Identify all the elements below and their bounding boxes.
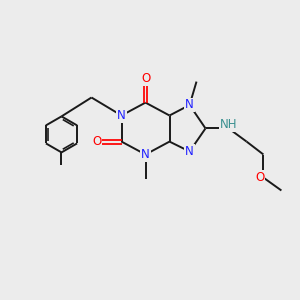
Text: NH: NH <box>220 118 237 131</box>
Text: N: N <box>185 98 194 112</box>
Text: N: N <box>185 145 194 158</box>
Text: O: O <box>141 72 150 85</box>
Text: N: N <box>141 148 150 161</box>
Text: O: O <box>255 171 264 184</box>
Text: N: N <box>117 109 126 122</box>
Text: O: O <box>92 135 101 148</box>
